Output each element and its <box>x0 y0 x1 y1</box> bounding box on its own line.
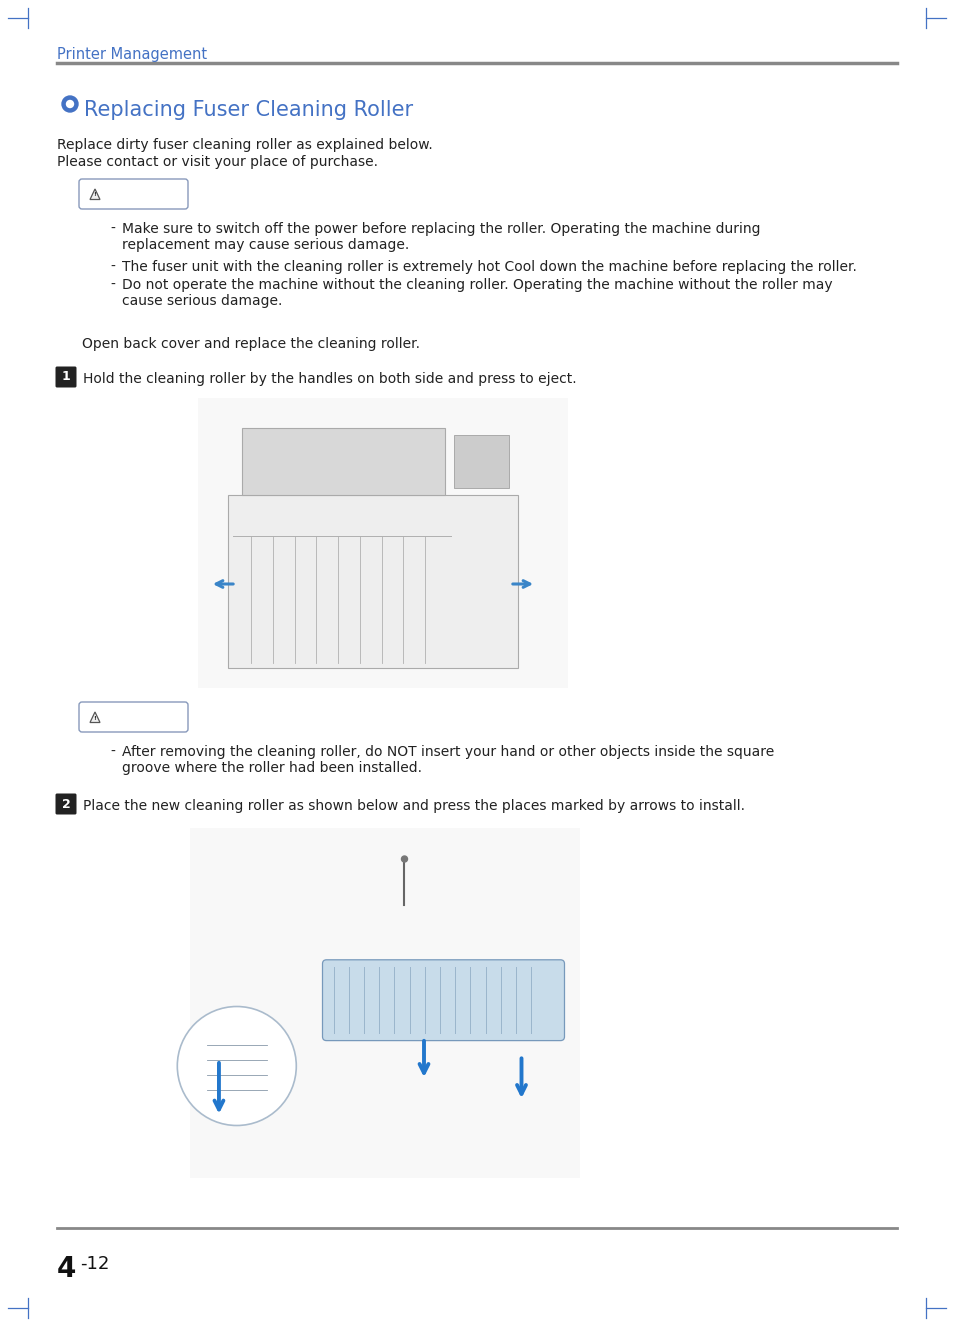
Text: 4: 4 <box>57 1255 76 1283</box>
FancyBboxPatch shape <box>322 959 564 1040</box>
Text: Hold the cleaning roller by the handles on both side and press to eject.: Hold the cleaning roller by the handles … <box>83 372 576 386</box>
Polygon shape <box>90 713 100 722</box>
Text: Please contact or visit your place of purchase.: Please contact or visit your place of pu… <box>57 155 377 169</box>
Text: replacement may cause serious damage.: replacement may cause serious damage. <box>122 238 409 252</box>
Text: -: - <box>110 277 114 292</box>
Text: !: ! <box>93 715 96 721</box>
Text: cause serious damage.: cause serious damage. <box>122 295 282 308</box>
Circle shape <box>62 96 78 111</box>
Text: -12: -12 <box>80 1255 110 1273</box>
Polygon shape <box>90 188 100 199</box>
Bar <box>242 429 445 495</box>
Text: Replace dirty fuser cleaning roller as explained below.: Replace dirty fuser cleaning roller as e… <box>57 138 433 153</box>
Text: -: - <box>110 260 114 273</box>
Text: -: - <box>110 744 114 759</box>
Bar <box>190 828 579 1178</box>
Circle shape <box>177 1006 296 1125</box>
Circle shape <box>67 101 73 107</box>
Text: 2: 2 <box>62 798 71 811</box>
Circle shape <box>401 856 407 863</box>
Text: Make sure to switch off the power before replacing the roller. Operating the mac: Make sure to switch off the power before… <box>122 222 760 236</box>
Text: After removing the cleaning roller, do NOT insert your hand or other objects ins: After removing the cleaning roller, do N… <box>122 744 774 759</box>
Text: The fuser unit with the cleaning roller is extremely hot Cool down the machine b: The fuser unit with the cleaning roller … <box>122 260 856 273</box>
Text: !: ! <box>93 192 96 198</box>
Text: Open back cover and replace the cleaning roller.: Open back cover and replace the cleaning… <box>82 337 419 352</box>
Text: Printer Management: Printer Management <box>57 46 207 62</box>
FancyBboxPatch shape <box>55 366 76 387</box>
Bar <box>454 435 509 488</box>
Text: Do not operate the machine without the cleaning roller. Operating the machine wi: Do not operate the machine without the c… <box>122 277 832 292</box>
Text: Place the new cleaning roller as shown below and press the places marked by arro: Place the new cleaning roller as shown b… <box>83 799 744 813</box>
FancyBboxPatch shape <box>55 794 76 815</box>
Text: Replacing Fuser Cleaning Roller: Replacing Fuser Cleaning Roller <box>84 100 413 119</box>
Text: groove where the roller had been installed.: groove where the roller had been install… <box>122 760 421 775</box>
FancyBboxPatch shape <box>79 702 188 733</box>
Text: -: - <box>110 222 114 236</box>
Text: 1: 1 <box>62 370 71 384</box>
Bar <box>228 495 517 667</box>
Text: Warning: Warning <box>104 710 155 722</box>
FancyBboxPatch shape <box>79 179 188 208</box>
Bar <box>198 398 567 687</box>
Text: Caution: Caution <box>104 187 152 199</box>
